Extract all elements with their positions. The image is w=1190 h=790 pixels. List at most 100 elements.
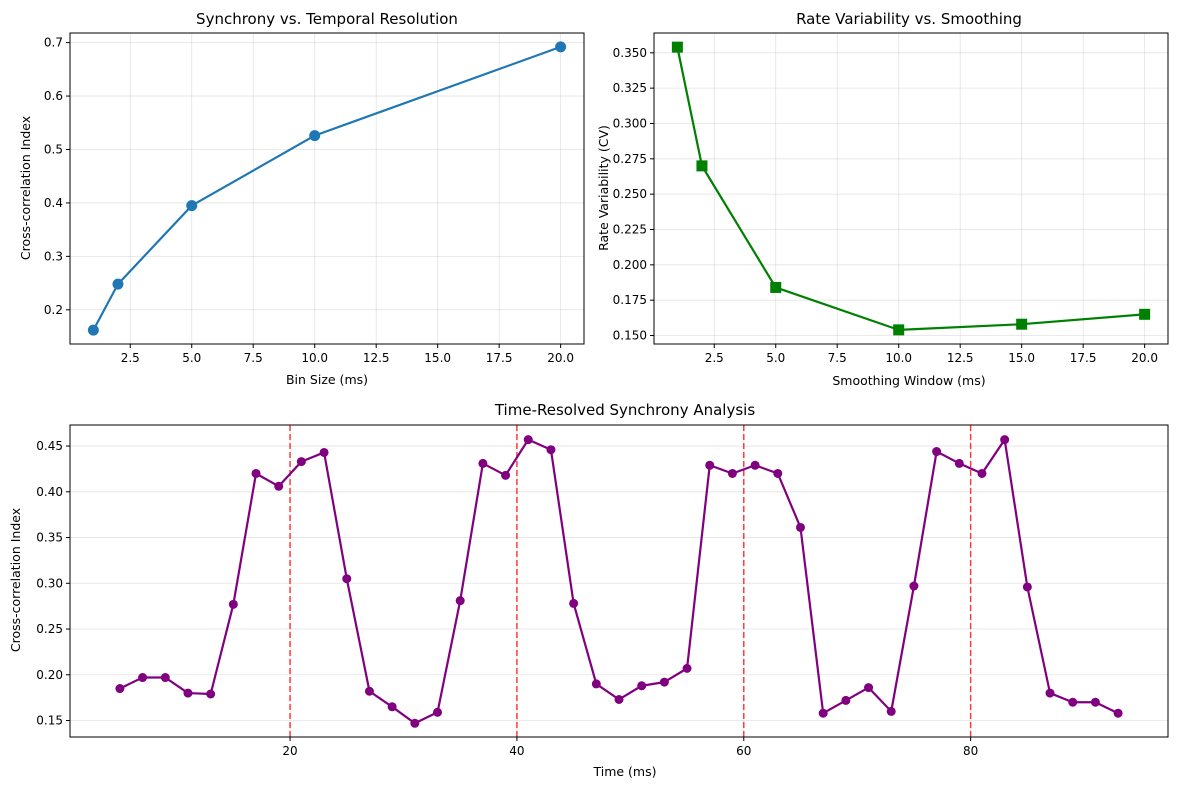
y-tick-label: 0.45 <box>36 439 63 453</box>
data-point <box>1022 582 1032 592</box>
data-point <box>87 324 99 336</box>
data-point <box>1016 318 1028 330</box>
data-point <box>112 278 124 290</box>
data-point <box>478 458 488 468</box>
x-tick-label: 40 <box>509 744 524 758</box>
x-tick-label: 7.5 <box>244 351 263 365</box>
y-tick-label: 0.5 <box>44 142 63 156</box>
y-tick-label: 0.325 <box>613 81 647 95</box>
x-tick-label: 2.5 <box>121 351 140 365</box>
x-tick-label: 60 <box>736 744 751 758</box>
data-point <box>115 684 125 694</box>
y-tick-label: 0.250 <box>613 187 647 201</box>
y-tick-label: 0.25 <box>36 622 63 636</box>
data-point <box>637 681 647 691</box>
data-point <box>750 460 760 470</box>
data-point <box>818 708 828 718</box>
data-point <box>795 522 805 532</box>
data-point <box>410 718 420 728</box>
y-tick-label: 0.4 <box>44 196 63 210</box>
series-line <box>676 46 1145 331</box>
plot-area-frame <box>69 424 1169 738</box>
plot-area-frame <box>653 32 1169 345</box>
data-point <box>886 706 896 716</box>
data-point <box>932 447 942 457</box>
x-tick-label: 5.0 <box>182 351 201 365</box>
x-tick-label: 10.0 <box>301 351 328 365</box>
data-point <box>696 160 708 172</box>
y-axis-label: Rate Variability (CV) <box>596 125 611 251</box>
y-tick-label: 0.30 <box>36 576 63 590</box>
data-point <box>433 707 443 717</box>
data-point <box>727 468 737 478</box>
data-point <box>1090 697 1100 707</box>
y-axis-label: Cross-correlation Index <box>8 508 23 652</box>
data-point <box>1139 308 1151 320</box>
data-point <box>546 445 556 455</box>
x-axis-label: Smoothing Window (ms) <box>832 373 985 388</box>
data-point <box>138 673 148 683</box>
y-tick-label: 0.3 <box>44 249 63 263</box>
chart-synchrony-vs-resolution: Synchrony vs. Temporal Resolution Bin Si… <box>18 10 585 387</box>
y-axis-label: Cross-correlation Index <box>18 116 33 260</box>
chart-time-resolved-synchrony: Time-Resolved Synchrony Analysis Time (m… <box>8 401 1169 779</box>
y-tick-label: 0.300 <box>613 116 647 130</box>
x-tick-label: 5.0 <box>766 351 785 365</box>
data-point <box>455 596 465 606</box>
x-tick-label: 20.0 <box>1131 351 1158 365</box>
data-point <box>773 468 783 478</box>
data-point <box>228 599 238 609</box>
data-point <box>274 481 284 491</box>
y-tick-label: 0.40 <box>36 485 63 499</box>
data-point <box>309 130 321 142</box>
x-tick-label: 17.5 <box>486 351 513 365</box>
chart-title: Time-Resolved Synchrony Analysis <box>494 401 755 419</box>
x-tick-label: 12.5 <box>947 351 974 365</box>
data-point <box>183 688 193 698</box>
data-point <box>296 457 306 467</box>
y-tick-label: 0.7 <box>44 36 63 50</box>
data-point <box>1113 708 1123 718</box>
data-point <box>523 435 533 445</box>
data-point <box>682 663 692 673</box>
data-point <box>671 41 683 53</box>
x-tick-label: 15.0 <box>1008 351 1035 365</box>
x-axis-label: Time (ms) <box>592 764 656 779</box>
chart-title: Rate Variability vs. Smoothing <box>796 10 1022 28</box>
data-point <box>770 281 782 293</box>
data-point <box>977 468 987 478</box>
plot-area-frame <box>69 32 585 345</box>
data-point <box>1045 688 1055 698</box>
y-tick-label: 0.225 <box>613 222 647 236</box>
y-tick-label: 0.2 <box>44 303 63 317</box>
y-tick-label: 0.15 <box>36 714 63 728</box>
y-tick-label: 0.20 <box>36 668 63 682</box>
data-point <box>251 468 261 478</box>
data-point <box>705 460 715 470</box>
data-point <box>954 458 964 468</box>
data-point <box>841 695 851 705</box>
series-line <box>92 45 562 331</box>
data-point <box>893 324 905 336</box>
y-tick-label: 0.35 <box>36 531 63 545</box>
x-tick-label: 17.5 <box>1070 351 1097 365</box>
y-tick-label: 0.275 <box>613 152 647 166</box>
data-point <box>342 574 352 584</box>
y-tick-label: 0.150 <box>613 329 647 343</box>
data-point <box>387 702 397 712</box>
x-tick-label: 80 <box>963 744 978 758</box>
x-tick-label: 15.0 <box>424 351 451 365</box>
y-tick-label: 0.6 <box>44 89 63 103</box>
data-point <box>614 694 624 704</box>
chart-title: Synchrony vs. Temporal Resolution <box>196 10 458 28</box>
data-point <box>364 686 374 696</box>
data-point <box>569 598 579 608</box>
x-tick-label: 10.0 <box>885 351 912 365</box>
data-point <box>1000 435 1010 445</box>
data-point <box>909 581 919 591</box>
x-tick-label: 7.5 <box>828 351 847 365</box>
x-tick-label: 2.5 <box>705 351 724 365</box>
series-line <box>119 438 1119 725</box>
data-point <box>319 447 329 457</box>
